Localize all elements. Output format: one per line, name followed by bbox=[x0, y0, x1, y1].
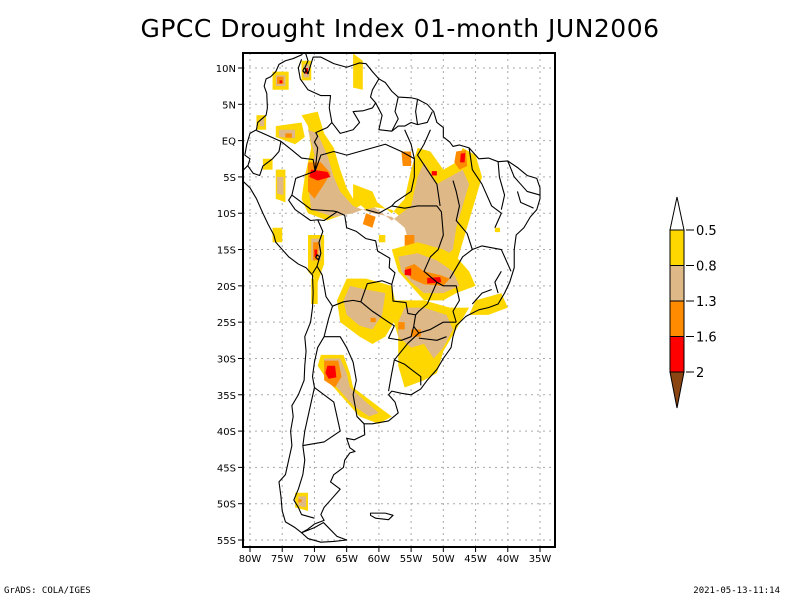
lon-tick-label: 70W bbox=[303, 554, 326, 565]
lat-tick-label: 20S bbox=[217, 282, 236, 293]
lon-tick-label: 55W bbox=[400, 554, 423, 565]
drought-region bbox=[285, 133, 291, 137]
drought-region bbox=[432, 171, 437, 175]
lat-tick-label: 40S bbox=[217, 427, 236, 438]
legend-arrow-bottom bbox=[670, 372, 684, 408]
drought-region bbox=[298, 499, 301, 502]
border bbox=[517, 191, 533, 208]
drought-shading bbox=[256, 53, 507, 510]
drought-region bbox=[398, 322, 404, 329]
lat-tick-label: 5N bbox=[222, 100, 236, 111]
map-canvas: 10N 5N EQ 5S 10S 15S 20S 25S 30S 35S 40S 45S 50S 55S8… bbox=[0, 0, 800, 600]
drought-region bbox=[379, 235, 385, 242]
drought-region bbox=[353, 53, 363, 89]
legend-tick-label: 1.6 bbox=[696, 331, 717, 346]
drought-region bbox=[311, 279, 317, 304]
timestamp: 2021-05-13-11:14 bbox=[693, 586, 780, 596]
drought-region bbox=[280, 80, 283, 83]
legend-arrow-top bbox=[670, 197, 684, 230]
drought-region bbox=[460, 153, 465, 162]
legend-tick-label: 0.5 bbox=[696, 224, 717, 239]
lon-tick-label: 60W bbox=[368, 554, 391, 565]
lat-tick-label: 10N bbox=[216, 64, 236, 75]
drought-region bbox=[277, 177, 283, 195]
lat-tick-label: 55S bbox=[217, 536, 236, 547]
border bbox=[416, 99, 418, 124]
lon-tick-label: 40W bbox=[496, 554, 519, 565]
lat-tick-label: 35S bbox=[217, 391, 236, 402]
lon-tick-label: 65W bbox=[335, 554, 358, 565]
legend-swatch bbox=[670, 301, 684, 337]
legend-swatch bbox=[670, 266, 684, 302]
lon-tick-label: 35W bbox=[529, 554, 552, 565]
lat-tick-label: 15S bbox=[217, 246, 236, 257]
border bbox=[498, 162, 504, 210]
legend-swatch bbox=[670, 337, 684, 373]
tierra-del-fuego-coast bbox=[302, 523, 347, 543]
border bbox=[392, 97, 398, 131]
color-legend: 0.5 0.8 1.3 1.6 2 bbox=[670, 197, 717, 408]
legend-tick-label: 0.8 bbox=[696, 260, 717, 275]
lat-tick-label: 45S bbox=[217, 463, 236, 474]
lat-tick-label: 50S bbox=[217, 500, 236, 511]
lon-tick-label: 75W bbox=[271, 554, 294, 565]
legend-tick-label: 1.3 bbox=[696, 295, 717, 310]
border bbox=[294, 306, 333, 518]
lon-tick-label: 45W bbox=[464, 554, 487, 565]
lon-tick-label: 50W bbox=[432, 554, 455, 565]
border bbox=[495, 271, 501, 293]
lat-tick-label: 5S bbox=[223, 173, 236, 184]
drought-region bbox=[371, 318, 376, 322]
border bbox=[318, 212, 395, 285]
drought-region bbox=[495, 228, 500, 232]
legend-tick-label: 2 bbox=[696, 366, 704, 381]
lat-tick-label: 30S bbox=[217, 354, 236, 365]
lon-tick-label: 80W bbox=[239, 554, 262, 565]
legend-swatch bbox=[670, 230, 684, 266]
falkland-islands-coast bbox=[371, 513, 394, 520]
border bbox=[389, 360, 395, 391]
drought-region bbox=[363, 213, 376, 228]
border bbox=[376, 103, 433, 131]
lat-tick-label: 10S bbox=[217, 209, 236, 220]
grads-credit: GrADS: COLA/IGES bbox=[4, 586, 91, 596]
lat-tick-label: 25S bbox=[217, 318, 236, 329]
lat-tick-label: EQ bbox=[222, 137, 236, 148]
